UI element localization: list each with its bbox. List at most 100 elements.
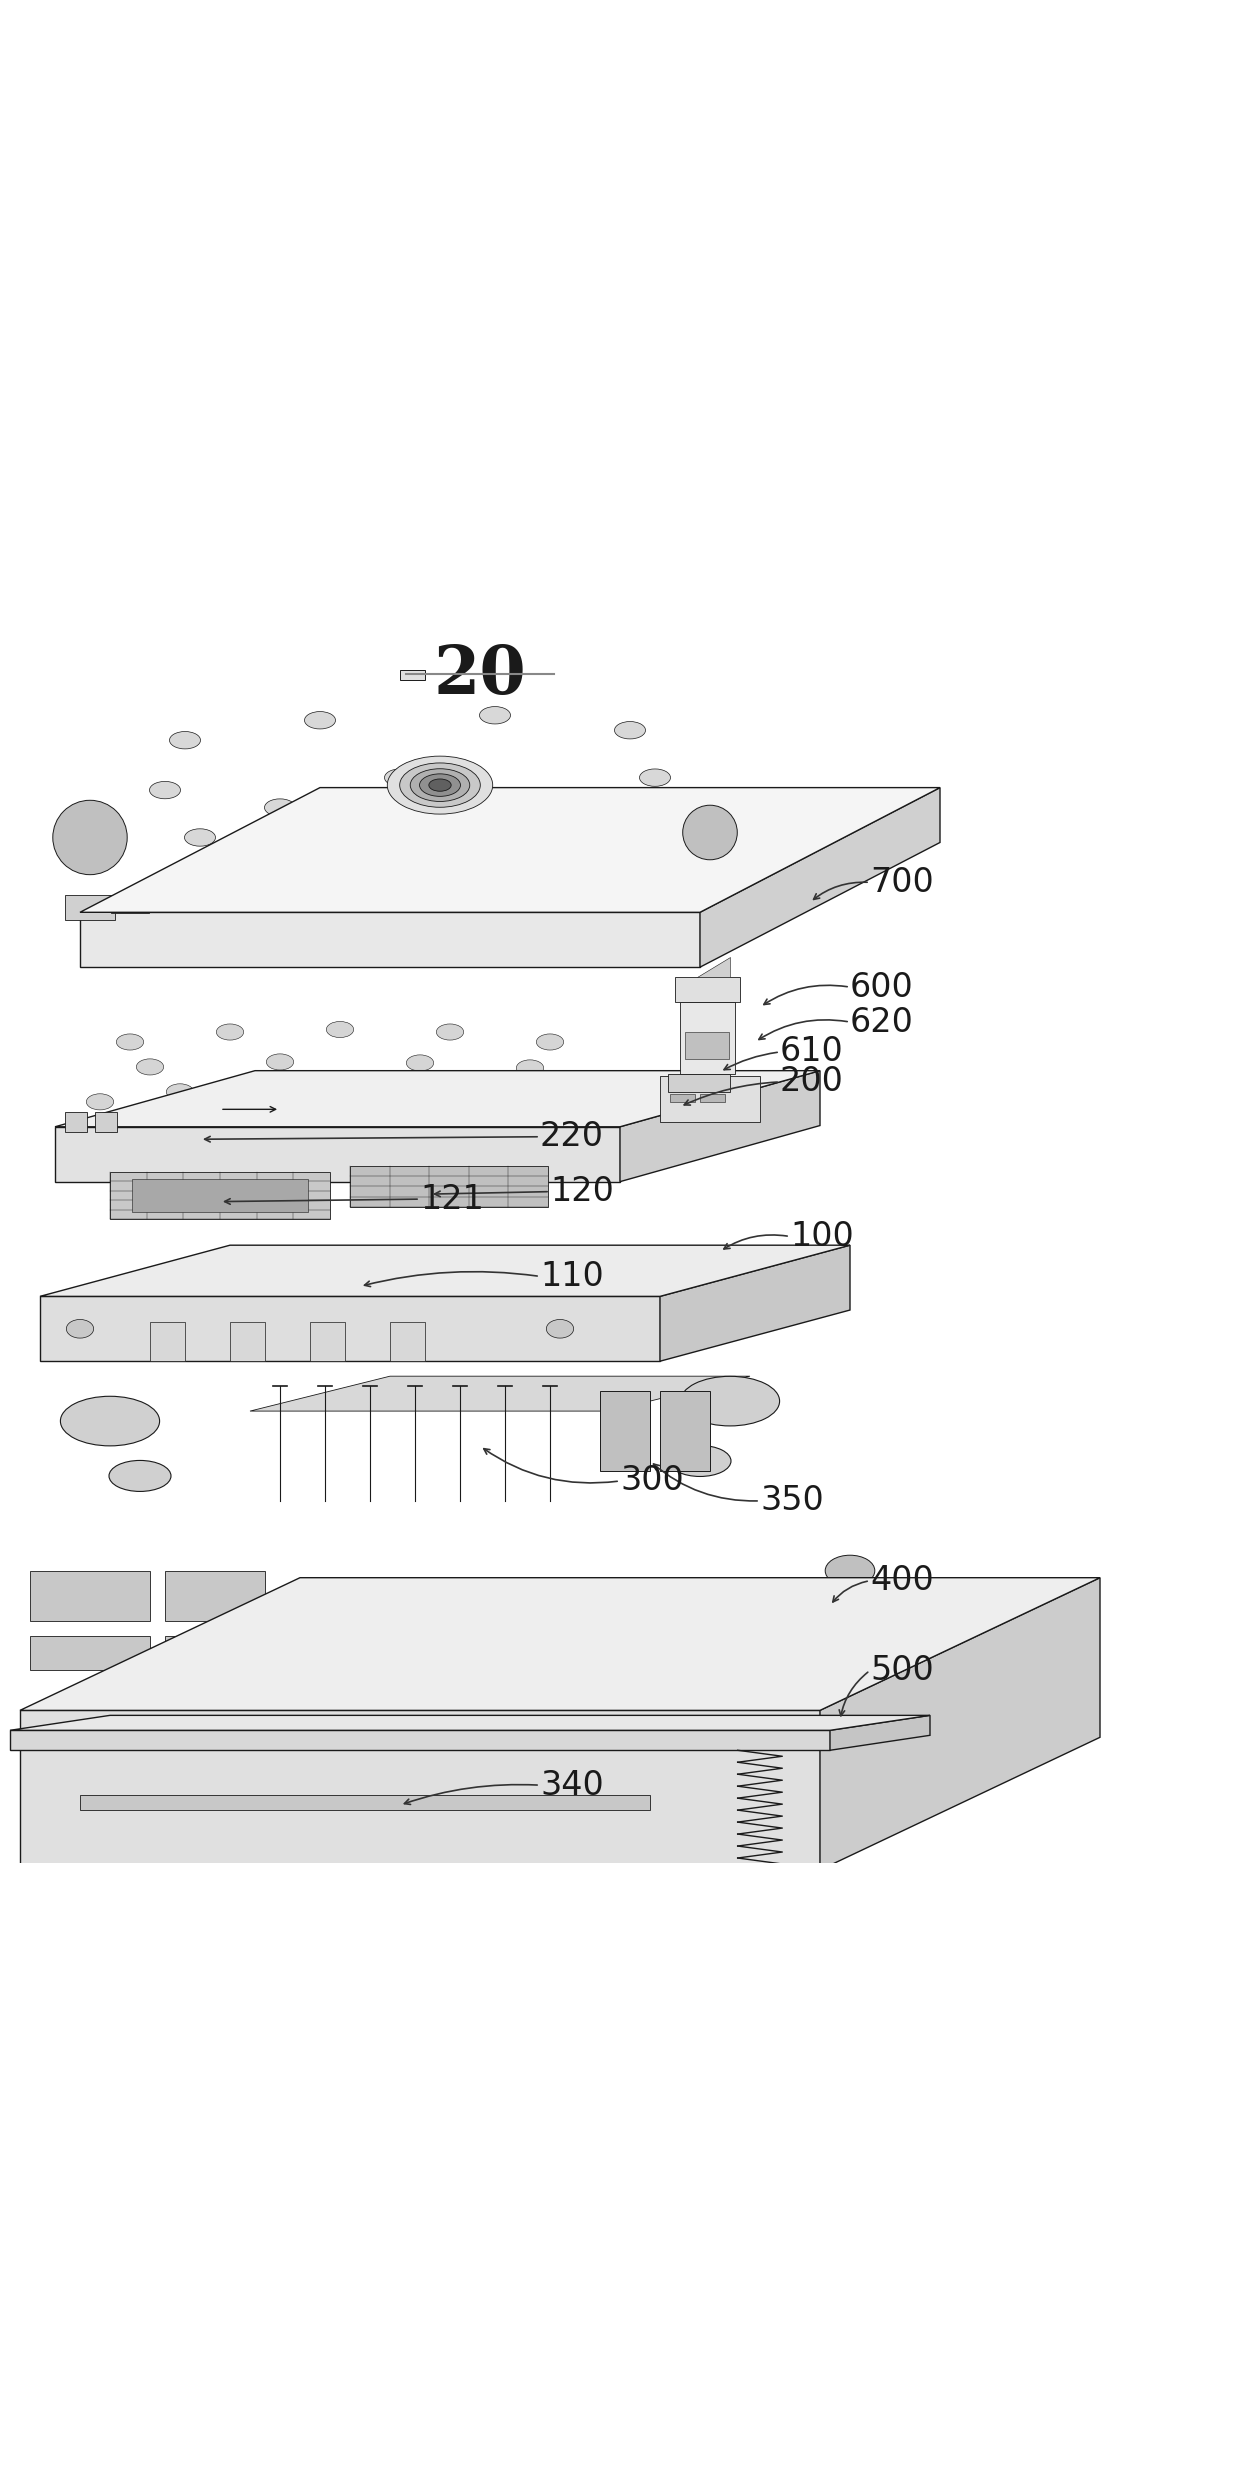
Ellipse shape [109,1459,171,1492]
Bar [701,1094,725,1101]
Text: 400: 400 [870,1564,934,1596]
Ellipse shape [345,843,376,860]
Bar [640,855,677,888]
Bar [660,1392,711,1472]
Text: 20: 20 [434,644,526,709]
Ellipse shape [547,1320,574,1337]
Bar [391,1323,425,1362]
Bar [660,1076,760,1121]
Text: 340: 340 [539,1768,604,1802]
Ellipse shape [264,798,295,815]
Ellipse shape [267,1054,294,1069]
Text: 110: 110 [539,1260,604,1293]
Bar [30,1571,150,1621]
Ellipse shape [387,756,492,813]
Polygon shape [81,912,701,967]
Text: 620: 620 [849,1004,914,1039]
Polygon shape [40,1295,660,1362]
Ellipse shape [615,721,646,738]
Text: 500: 500 [870,1653,934,1688]
Ellipse shape [825,1656,874,1686]
Text: 121: 121 [420,1183,484,1216]
Polygon shape [697,957,729,977]
Bar [81,1795,650,1810]
Bar [675,977,740,1002]
Ellipse shape [185,828,216,845]
Ellipse shape [87,1094,114,1109]
Ellipse shape [825,1556,874,1586]
Bar [110,1171,330,1218]
Polygon shape [40,1245,849,1295]
Bar [150,897,181,912]
Ellipse shape [429,778,451,791]
Ellipse shape [567,1094,594,1109]
Text: 610: 610 [780,1037,843,1069]
Text: 220: 220 [539,1121,604,1154]
Polygon shape [20,1579,1100,1710]
Bar [686,1032,729,1059]
Bar [310,1323,345,1362]
Ellipse shape [136,1059,164,1074]
Polygon shape [620,1071,820,1181]
Circle shape [53,800,128,875]
Ellipse shape [170,731,201,748]
Bar [64,1111,87,1131]
Circle shape [683,805,738,860]
Polygon shape [55,1126,620,1181]
Polygon shape [250,1377,750,1412]
Bar [20,1760,820,1810]
Polygon shape [820,1579,1100,1869]
Ellipse shape [67,1320,94,1337]
Ellipse shape [117,1034,144,1049]
Bar [600,1392,650,1472]
Ellipse shape [419,773,460,796]
Polygon shape [81,788,940,912]
Bar [95,1111,118,1131]
Ellipse shape [326,1022,353,1037]
Bar [350,1166,548,1206]
Bar [680,1002,735,1074]
Polygon shape [10,1730,830,1750]
Ellipse shape [305,711,336,728]
Bar [150,1323,185,1362]
Polygon shape [660,1245,849,1362]
Ellipse shape [480,706,511,723]
Ellipse shape [436,1024,464,1039]
Text: 100: 100 [790,1221,854,1253]
Ellipse shape [407,1054,434,1071]
Ellipse shape [410,768,470,800]
Ellipse shape [446,1081,474,1096]
Text: 600: 600 [849,970,914,1004]
Ellipse shape [150,781,181,798]
Ellipse shape [670,1444,732,1477]
Ellipse shape [216,1024,243,1039]
Polygon shape [10,1715,930,1730]
Ellipse shape [399,763,480,808]
Ellipse shape [537,1034,564,1049]
Ellipse shape [681,1377,780,1427]
Bar [229,1323,265,1362]
Ellipse shape [605,820,635,838]
Ellipse shape [495,840,526,858]
Polygon shape [20,1710,820,1869]
Ellipse shape [61,1397,160,1447]
Polygon shape [701,788,940,967]
Ellipse shape [166,1084,193,1099]
Polygon shape [830,1715,930,1750]
Bar [131,1178,308,1213]
Ellipse shape [306,1079,334,1094]
Bar [112,895,149,912]
Text: 120: 120 [551,1176,614,1208]
Bar [30,1636,150,1671]
Text: 350: 350 [760,1484,823,1516]
Bar [165,1571,265,1621]
Ellipse shape [640,768,671,786]
Polygon shape [55,1071,820,1126]
Ellipse shape [516,1059,543,1076]
Polygon shape [401,671,425,681]
Text: 200: 200 [780,1066,844,1099]
Bar [165,1636,265,1671]
Bar [670,1094,694,1101]
Text: 700: 700 [870,865,934,900]
Polygon shape [668,1074,730,1091]
